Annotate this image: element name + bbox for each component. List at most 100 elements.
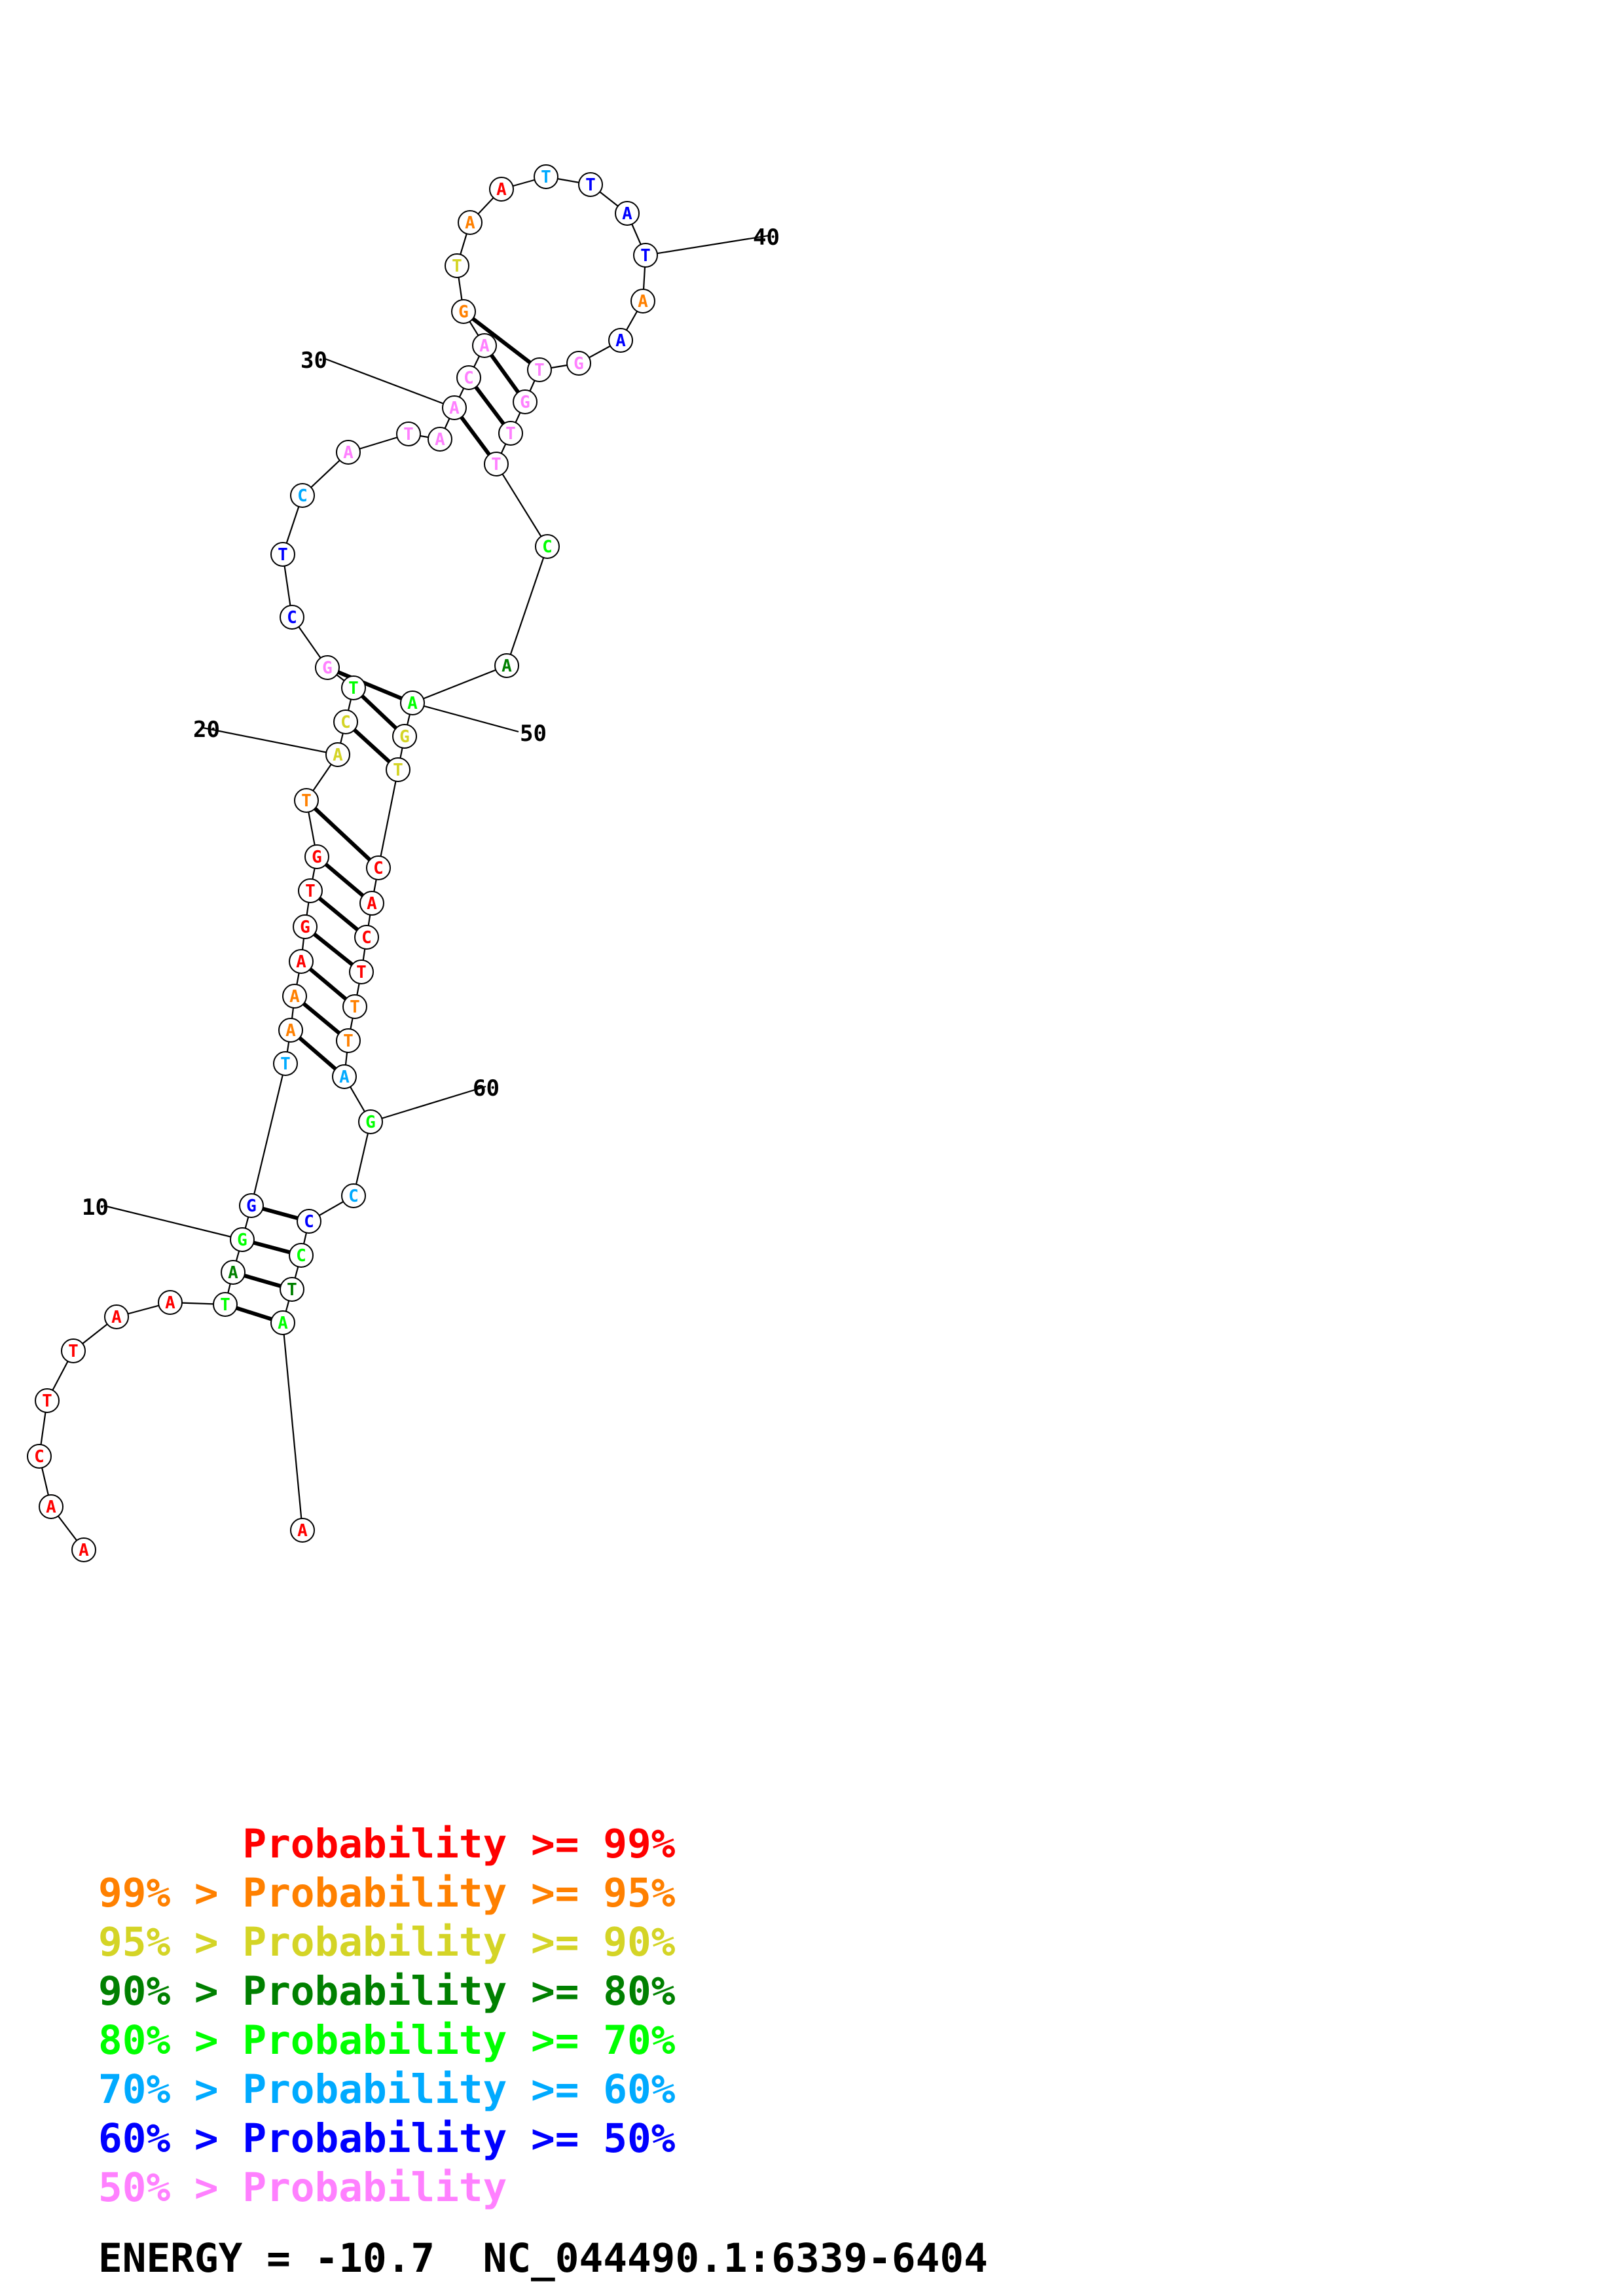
nucleotide-circle (290, 483, 315, 508)
nucleotide-base: T (541, 168, 551, 187)
nucleotide: G (315, 655, 340, 680)
nucleotide-circle (336, 1028, 361, 1053)
nucleotide-circle (494, 653, 519, 678)
nucleotide: C (280, 605, 304, 630)
nucleotide: A (278, 1018, 303, 1043)
nucleotide-base: A (449, 399, 460, 418)
nucleotide-base: A (46, 1498, 56, 1517)
nucleotide-base: G (312, 848, 322, 867)
nucleotide-base: T (220, 1295, 230, 1315)
nucleotide: A (158, 1290, 183, 1315)
legend-label: Probability >= 95% (242, 1870, 676, 1916)
nucleotide-circle (633, 243, 658, 268)
nucleotide-circle (239, 1193, 264, 1218)
legend-row: 70% > Probability >= 60% (98, 2065, 675, 2114)
nucleotide-circle (270, 1310, 295, 1335)
nucleotide-base: A (622, 204, 632, 224)
nucleotide-circle (513, 389, 538, 414)
legend-prefix: 90% > (98, 1968, 243, 2015)
nucleotide: T (270, 542, 295, 567)
nucleotide-circle (336, 440, 361, 465)
nucleotide-base: A (479, 336, 490, 356)
nucleotide-base: C (340, 713, 351, 732)
nucleotide-base: G (365, 1113, 376, 1132)
legend-prefix: 95% > (98, 1919, 243, 1965)
tick-line (412, 702, 519, 733)
nucleotide-circle (325, 742, 350, 767)
nucleotide-circle (458, 210, 483, 235)
nucleotide-circle (400, 691, 425, 715)
nucleotide: A (428, 427, 452, 452)
nucleotide-circle (484, 452, 509, 476)
nucleotide-base: T (452, 257, 462, 276)
nucleotide: G (566, 351, 591, 376)
nucleotide: T (298, 878, 323, 903)
nucleotide: G (451, 299, 476, 324)
nucleotide: T (213, 1292, 238, 1317)
nucleotide-base: T (68, 1342, 79, 1361)
nucleotide: T (341, 675, 366, 700)
nucleotide-circle (39, 1494, 64, 1519)
nucleotide-circle (428, 427, 452, 452)
nucleotide: T (294, 788, 319, 813)
nucleotide-circle (270, 542, 295, 567)
legend-row: 60% > Probability >= 50% (98, 2114, 675, 2163)
nucleotide-base: C (361, 928, 372, 948)
nucleotide: A (458, 210, 483, 235)
legend-prefix: 60% > (98, 2115, 243, 2162)
nucleotide-base: A (407, 694, 418, 713)
nucleotide-circle (472, 333, 497, 358)
nucleotide: A (332, 1064, 357, 1089)
nucleotide-circle (61, 1338, 86, 1363)
nucleotide-circle (489, 177, 514, 202)
nucleotide: A (104, 1304, 129, 1329)
nucleotide: C (535, 534, 560, 559)
nucleotide: T (396, 422, 421, 446)
legend-label: Probability (242, 2164, 507, 2211)
nucleotide-circle (104, 1304, 129, 1329)
nucleotide-circle (456, 365, 481, 390)
nucleotide-circle (341, 1183, 366, 1208)
nucleotide-circle (396, 422, 421, 446)
nucleotide-circle (349, 960, 374, 984)
backbone-lines (38, 175, 647, 1551)
nucleotide-circle (71, 1537, 96, 1562)
tick-line (645, 234, 769, 257)
nucleotide: A (39, 1494, 64, 1519)
nucleotide: T (349, 960, 374, 984)
nucleotide: C (354, 925, 379, 950)
nucleotide-circle (280, 1277, 304, 1302)
nucleotide: T (386, 757, 410, 782)
base-pair-bond (462, 310, 541, 372)
nucleotide-base: T (403, 425, 414, 444)
nucleotide: T (342, 994, 367, 1019)
nucleotide-circle (280, 605, 304, 630)
nucleotide-circle (333, 709, 358, 734)
nucleotide: A (615, 201, 640, 226)
nucleotide-base: A (496, 180, 507, 200)
nucleotide-base: C (304, 1212, 314, 1232)
nucleotide-circle (358, 1109, 383, 1134)
nucleotide-base: T (343, 1031, 354, 1051)
nucleotide-circle (273, 1051, 298, 1076)
nucleotide-base: T (42, 1391, 52, 1411)
nucleotide-circle (630, 289, 655, 314)
nucleotide: T (633, 243, 658, 268)
nucleotide-base: T (505, 424, 516, 444)
nucleotide: A (630, 289, 655, 314)
legend-label: Probability >= 50% (242, 2115, 676, 2162)
nucleotide: A (442, 395, 467, 420)
nucleotide-base: T (393, 761, 403, 780)
nucleotide-base: C (34, 1447, 45, 1467)
nucleotide-base: T (491, 455, 501, 475)
nucleotide-circle (289, 1243, 314, 1268)
nucleotide-base: T (356, 963, 367, 982)
nucleotide: T (336, 1028, 361, 1053)
legend-prefix: 80% > (98, 2017, 243, 2064)
nucleotide: T (273, 1051, 298, 1076)
nucleotide-base: A (111, 1308, 122, 1327)
backbone-segment (352, 1121, 372, 1196)
nucleotide-base: A (343, 443, 354, 463)
legend-prefix: 99% > (98, 1870, 243, 1916)
